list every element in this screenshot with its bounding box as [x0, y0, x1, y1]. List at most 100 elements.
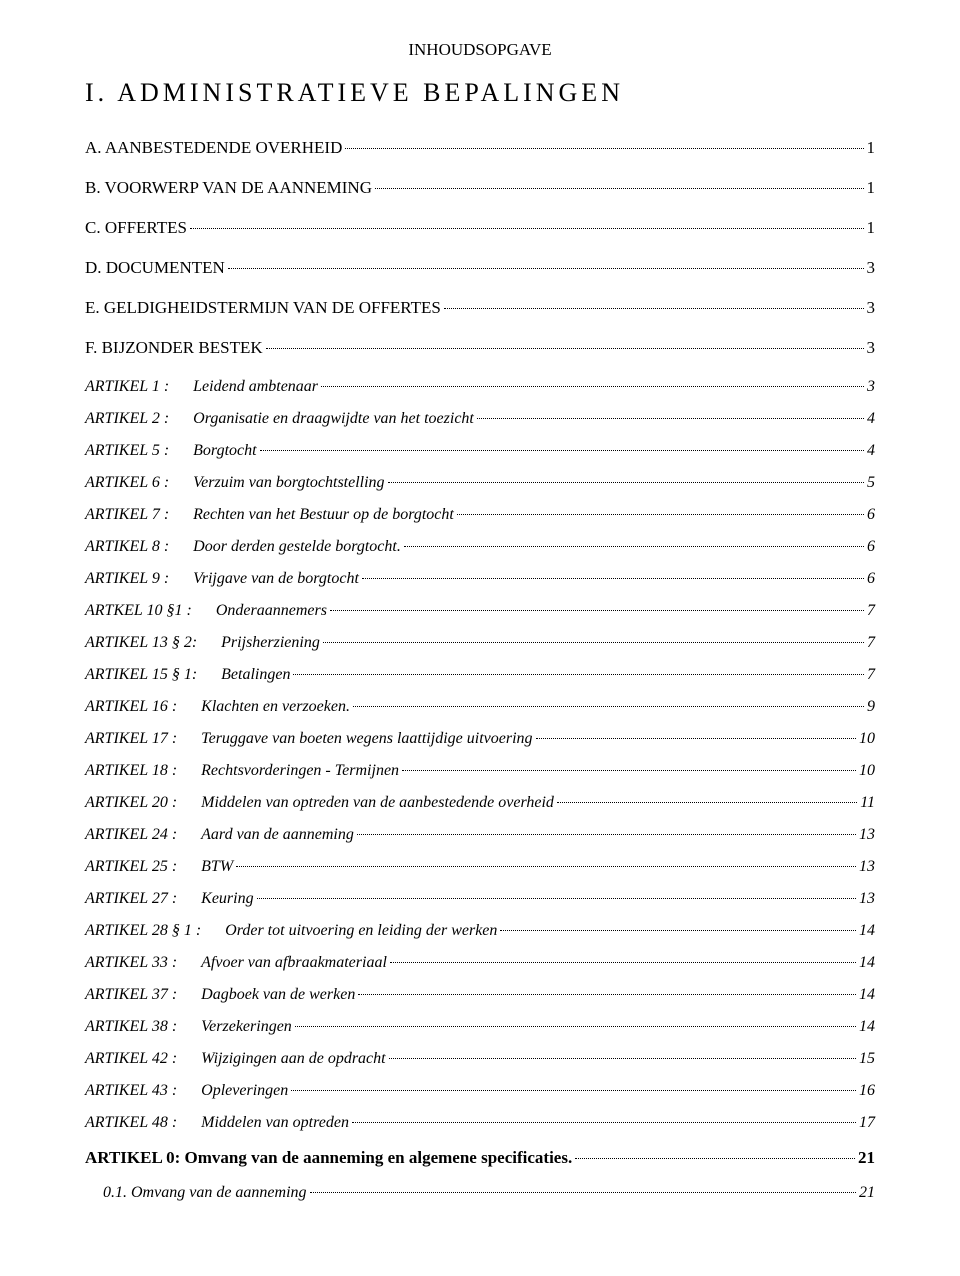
article-page: 11	[860, 794, 875, 812]
leader-dots	[293, 674, 864, 675]
leader-dots	[557, 802, 857, 803]
main-heading-text: I. ADMINISTRATIEVE BEPALINGEN	[85, 78, 624, 107]
section-entry: E. GELDIGHEIDSTERMIJN VAN DE OFFERTES3	[85, 298, 875, 318]
article-desc: Prijsherziening	[221, 634, 320, 652]
leader-dots	[260, 450, 864, 451]
leader-dots	[295, 1026, 856, 1027]
leader-dots	[323, 642, 864, 643]
leader-dots	[477, 418, 864, 419]
leader-dots	[358, 994, 856, 995]
article-key: ARTIKEL 20 :	[85, 794, 177, 812]
leader-dots	[352, 1122, 856, 1123]
article-page: 7	[867, 634, 875, 652]
article-key: ARTIKEL 9 :	[85, 570, 169, 588]
section-page: 3	[867, 258, 876, 278]
article-desc: Opleveringen	[201, 1082, 288, 1100]
article-key: ARTIKEL 17 :	[85, 730, 177, 748]
article-desc: Borgtocht	[193, 442, 256, 460]
section-entry: D. DOCUMENTEN 3	[85, 258, 875, 278]
article-page: 6	[867, 506, 875, 524]
leader-dots	[310, 1192, 856, 1193]
article-page: 13	[859, 826, 875, 844]
article-page: 14	[859, 986, 875, 1004]
article-desc: Rechten van het Bestuur op de borgtocht	[193, 506, 454, 524]
article-entry: ARTIKEL 8 : Door derden gestelde borgtoch…	[85, 538, 875, 556]
main-heading: I. ADMINISTRATIEVE BEPALINGEN	[85, 78, 875, 108]
article-key: ARTIKEL 38 :	[85, 1018, 177, 1036]
article-desc: Onderaannemers	[216, 602, 327, 620]
article-desc: Middelen van optreden van de aanbesteden…	[201, 794, 554, 812]
leader-dots	[321, 386, 864, 387]
article-page: 4	[867, 410, 875, 428]
leader-dots	[330, 610, 864, 611]
article-entry: ARTIKEL 6 : Verzuim van borgtochtstelling…	[85, 474, 875, 492]
article-page: 13	[859, 890, 875, 908]
sub-label: 0.1. Omvang van de aanneming	[103, 1184, 307, 1202]
article-entry: ARTIKEL 20 : Middelen van optreden van de…	[85, 794, 875, 812]
section-label: E. GELDIGHEIDSTERMIJN VAN DE OFFERTES	[85, 298, 441, 318]
article-desc: Leidend ambtenaar	[193, 378, 318, 396]
article-key: ARTIKEL 8 :	[85, 538, 169, 556]
article-key: ARTIKEL 2 :	[85, 410, 169, 428]
article-entry: ARTIKEL 33 :Afvoer van afbraakmateriaal1…	[85, 954, 875, 972]
article-desc: Wijzigingen aan de opdracht	[201, 1050, 385, 1068]
sections-list: A. AANBESTEDENDE OVERHEID1B. VOORWERP VA…	[85, 138, 875, 358]
section-label: D. DOCUMENTEN	[85, 258, 225, 278]
article-page: 15	[859, 1050, 875, 1068]
footer-page: 21	[858, 1148, 875, 1168]
leader-dots	[353, 706, 864, 707]
section-page: 1	[867, 178, 876, 198]
article-key: ARTKEL 10 §1 :	[85, 602, 192, 620]
article-entry: ARTIKEL 17 : Teruggave van boeten wegens …	[85, 730, 875, 748]
article-desc: Order tot uitvoering en leiding der werk…	[225, 922, 497, 940]
article-key: ARTIKEL 33 :	[85, 954, 177, 972]
article-key: ARTIKEL 48 :	[85, 1114, 177, 1132]
sub-page: 21	[859, 1184, 875, 1202]
article-desc: Verzuim van borgtochtstelling	[193, 474, 384, 492]
leader-dots	[389, 1058, 856, 1059]
section-entry: A. AANBESTEDENDE OVERHEID 1	[85, 138, 875, 158]
footer-label: ARTIKEL 0: Omvang van de aanneming en al…	[85, 1148, 572, 1168]
article-key: ARTIKEL 16 :	[85, 698, 177, 716]
article-page: 6	[867, 538, 875, 556]
leader-dots	[375, 188, 864, 189]
article-entry: ARTIKEL 9 :Vrijgave van de borgtocht6	[85, 570, 875, 588]
article-desc: Teruggave van boeten wegens laattijdige …	[201, 730, 532, 748]
article-desc: BTW	[201, 858, 233, 876]
article-entry: ARTIKEL 13 § 2: Prijsherziening 7	[85, 634, 875, 652]
article-desc: Door derden gestelde borgtocht.	[193, 538, 401, 556]
article-key: ARTIKEL 7 :	[85, 506, 169, 524]
article-key: ARTIKEL 27 :	[85, 890, 177, 908]
article-page: 14	[859, 1018, 875, 1036]
page-container: INHOUDSOPGAVE I. ADMINISTRATIEVE BEPALIN…	[0, 0, 960, 1276]
section-page: 1	[867, 218, 876, 238]
article-page: 4	[867, 442, 875, 460]
section-page: 3	[867, 338, 876, 358]
leader-dots	[402, 770, 856, 771]
article-page: 10	[859, 730, 875, 748]
article-key: ARTIKEL 6 :	[85, 474, 169, 492]
article-entry: ARTIKEL 48 :Middelen van optreden17	[85, 1114, 875, 1132]
toc-header: INHOUDSOPGAVE	[85, 40, 875, 60]
leader-dots	[236, 866, 856, 867]
article-entry: ARTIKEL 28 § 1 :Order tot uitvoering en …	[85, 922, 875, 940]
section-label: A. AANBESTEDENDE OVERHEID	[85, 138, 342, 158]
leader-dots	[266, 348, 864, 349]
leader-dots	[257, 898, 856, 899]
article-key: ARTIKEL 13 § 2:	[85, 634, 197, 652]
leader-dots	[444, 308, 864, 309]
article-page: 10	[859, 762, 875, 780]
article-page: 16	[859, 1082, 875, 1100]
article-entry: ARTIKEL 42 : Wijzigingen aan de opdracht 1…	[85, 1050, 875, 1068]
article-desc: Verzekeringen	[201, 1018, 292, 1036]
article-entry: ARTKEL 10 §1 :Onderaannemers7	[85, 602, 875, 620]
article-desc: Rechtsvorderingen - Termijnen	[201, 762, 399, 780]
leader-dots	[388, 482, 864, 483]
article-desc: Vrijgave van de borgtocht	[193, 570, 359, 588]
leader-dots	[575, 1158, 855, 1159]
section-page: 1	[867, 138, 876, 158]
article-desc: Dagboek van de werken	[201, 986, 355, 1004]
article-entry: ARTIKEL 25 :BTW13	[85, 858, 875, 876]
article-key: ARTIKEL 42 :	[85, 1050, 177, 1068]
toc-header-text: INHOUDSOPGAVE	[408, 40, 551, 59]
